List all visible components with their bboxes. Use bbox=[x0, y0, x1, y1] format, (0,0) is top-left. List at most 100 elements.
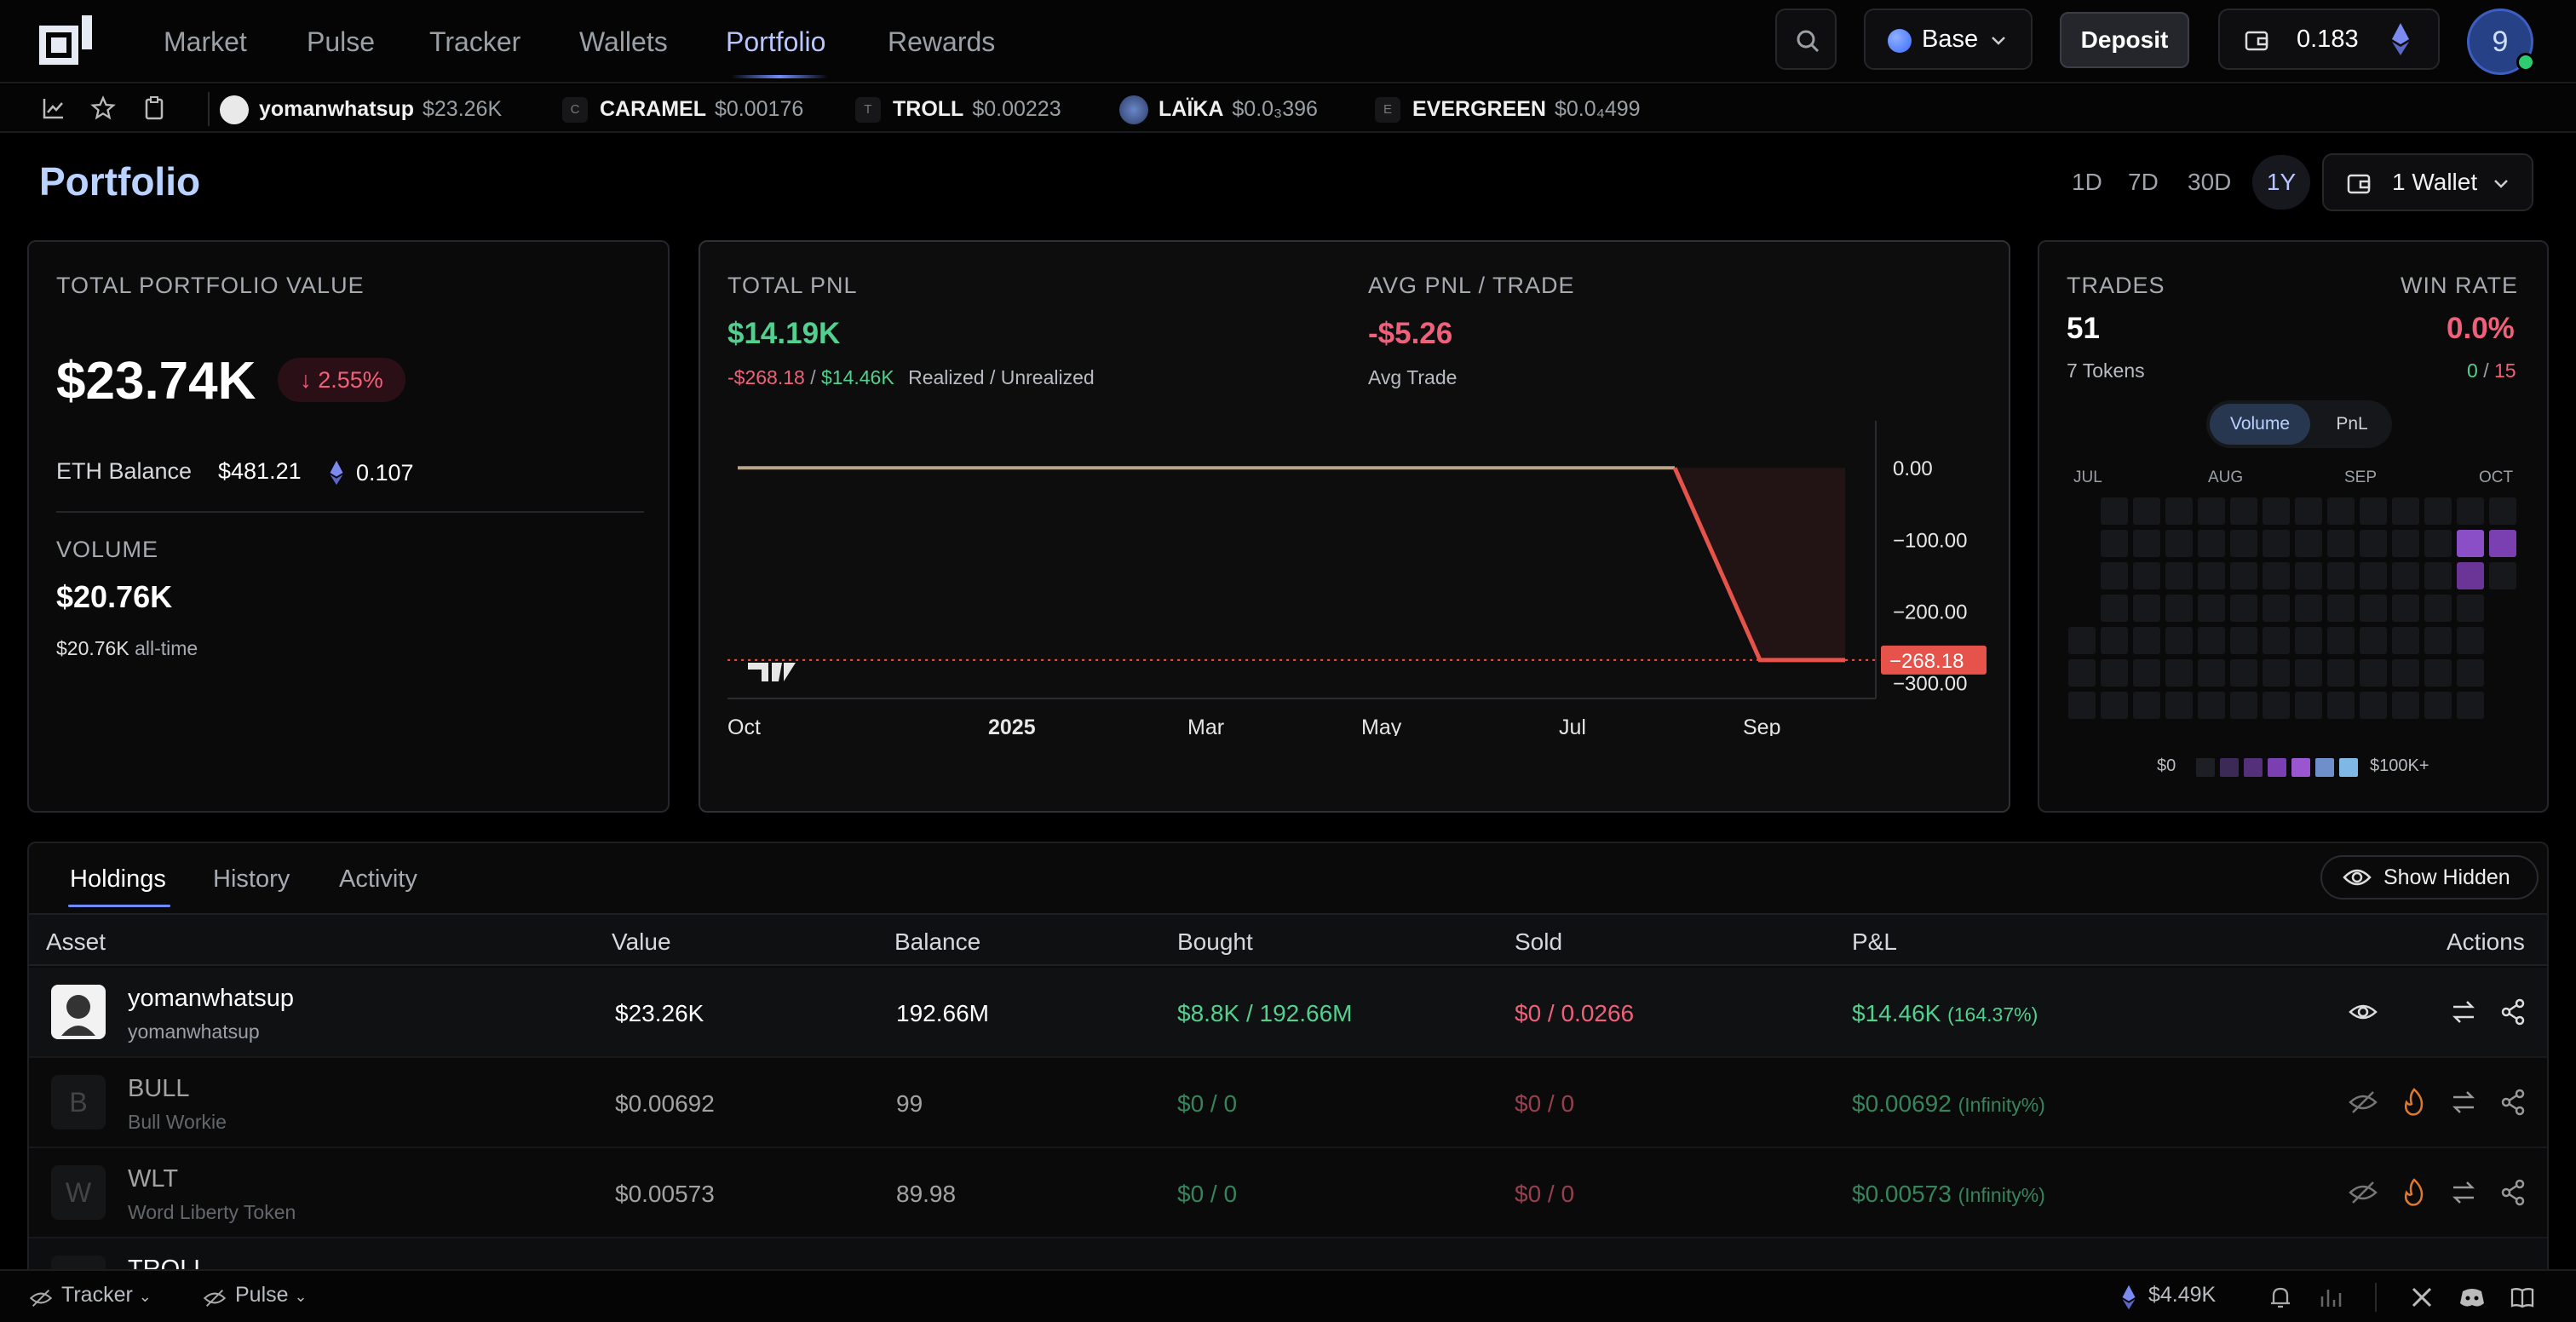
heatmap-cell bbox=[2360, 659, 2387, 687]
nav-rewards[interactable]: Rewards bbox=[888, 26, 996, 57]
bar-chart-icon[interactable] bbox=[2317, 1285, 2343, 1310]
range-7d[interactable]: 7D bbox=[2128, 169, 2159, 195]
share-icon[interactable] bbox=[2498, 997, 2528, 1027]
heatmap-cell bbox=[2133, 692, 2160, 719]
eth-icon bbox=[330, 460, 343, 486]
col-sold[interactable]: Sold bbox=[1515, 928, 1563, 955]
volume-pnl-toggle[interactable]: Volume PnL bbox=[2206, 400, 2392, 448]
nav-pulse[interactable]: Pulse bbox=[307, 26, 376, 57]
x-twitter-icon[interactable] bbox=[2409, 1285, 2435, 1310]
token-badge: E bbox=[1375, 97, 1400, 124]
ticker-item-evergreen[interactable]: E EVERGREEN $0.0₄499 bbox=[1375, 94, 1641, 124]
heatmap-cell bbox=[2457, 692, 2484, 719]
heatmap-cell bbox=[2101, 562, 2128, 589]
bell-icon[interactable] bbox=[2268, 1285, 2293, 1310]
chart-icon[interactable] bbox=[41, 95, 66, 121]
toggle-volume[interactable]: Volume bbox=[2210, 404, 2310, 445]
col-asset[interactable]: Asset bbox=[46, 928, 106, 955]
show-hidden-button[interactable]: Show Hidden bbox=[2320, 855, 2539, 900]
ticker-item-yomanwhatsup[interactable]: yomanwhatsup $23.26K bbox=[220, 94, 502, 125]
heatmap-cell bbox=[2263, 595, 2290, 622]
avg-pnl-label: AVG PNL / TRADE bbox=[1368, 273, 1575, 298]
range-1d[interactable]: 1D bbox=[2072, 169, 2102, 195]
search-button[interactable] bbox=[1775, 9, 1837, 70]
asset-name[interactable]: WLT bbox=[128, 1165, 179, 1193]
tab-activity[interactable]: Activity bbox=[339, 865, 417, 893]
token-badge: C bbox=[562, 97, 588, 124]
deposit-button[interactable]: Deposit bbox=[2060, 12, 2189, 68]
table-row[interactable]: W WLT Word Liberty Token $0.00573 89.98 … bbox=[29, 1148, 2547, 1239]
heatmap-cell bbox=[2101, 530, 2128, 557]
nav-wallets[interactable]: Wallets bbox=[579, 26, 668, 57]
asset-subname: Bull Workie bbox=[128, 1111, 227, 1133]
heatmap-cell bbox=[2101, 627, 2128, 654]
legend-swatch bbox=[2244, 758, 2263, 777]
col-balance[interactable]: Balance bbox=[894, 928, 981, 955]
tab-history[interactable]: History bbox=[213, 865, 290, 893]
ticker-item-caramel[interactable]: C CARAMEL $0.00176 bbox=[562, 94, 803, 124]
eye-off-icon[interactable] bbox=[2348, 1087, 2378, 1118]
wallet-select[interactable]: 1 Wallet bbox=[2322, 153, 2533, 211]
col-pnl[interactable]: P&L bbox=[1852, 928, 1897, 955]
bottom-pulse-toggle[interactable]: Pulse ⌄ bbox=[235, 1283, 308, 1308]
star-icon[interactable] bbox=[90, 95, 116, 121]
eth-price: $4.49K bbox=[2148, 1283, 2217, 1307]
chain-selector[interactable]: Base bbox=[1864, 9, 2033, 70]
flame-icon[interactable] bbox=[2399, 1087, 2429, 1118]
range-1y[interactable]: 1Y bbox=[2252, 155, 2310, 210]
asset-name[interactable]: BULL bbox=[128, 1075, 190, 1102]
heatmap-cell bbox=[2424, 530, 2452, 557]
table-row[interactable]: yomanwhatsup yomanwhatsup $23.26K 192.66… bbox=[29, 968, 2547, 1058]
swap-icon[interactable] bbox=[2448, 1177, 2479, 1208]
total-value: $23.74K bbox=[56, 352, 256, 411]
swap-icon[interactable] bbox=[2448, 1087, 2479, 1118]
heatmap-cell bbox=[2327, 659, 2355, 687]
wallet-select-label: 1 Wallet bbox=[2392, 169, 2478, 195]
legend-swatch bbox=[2268, 758, 2286, 777]
month-label: OCT bbox=[2479, 468, 2514, 486]
ticker-item-laika[interactable]: LAÏKA $0.0₃396 bbox=[1119, 94, 1318, 125]
col-bought[interactable]: Bought bbox=[1177, 928, 1253, 955]
swap-icon[interactable] bbox=[2448, 997, 2479, 1027]
heatmap-cell bbox=[2424, 497, 2452, 525]
wins-count: 0 bbox=[2467, 359, 2478, 382]
heatmap-cell bbox=[2424, 627, 2452, 654]
discord-icon[interactable] bbox=[2458, 1285, 2486, 1310]
bottom-tracker-toggle[interactable]: Tracker ⌄ bbox=[61, 1283, 152, 1308]
eye-icon[interactable] bbox=[2348, 997, 2378, 1027]
token-avatar bbox=[51, 985, 106, 1039]
axiom-logo[interactable] bbox=[39, 14, 99, 66]
asset-name[interactable]: yomanwhatsup bbox=[128, 985, 295, 1012]
chain-label: Base bbox=[1922, 26, 1979, 53]
trades-value: 51 bbox=[2067, 312, 2100, 345]
heatmap-cell bbox=[2198, 562, 2225, 589]
month-label: JUL bbox=[2073, 468, 2102, 486]
nav-market[interactable]: Market bbox=[164, 26, 247, 57]
chevron-down-icon: ⌄ bbox=[294, 1288, 308, 1305]
flame-icon[interactable] bbox=[2399, 1177, 2429, 1208]
bottom-tracker-label: Tracker bbox=[61, 1283, 133, 1307]
heatmap-cell bbox=[2295, 659, 2322, 687]
col-value[interactable]: Value bbox=[612, 928, 671, 955]
book-icon[interactable] bbox=[2510, 1285, 2535, 1310]
eth-balance-amount: 0.107 bbox=[356, 460, 414, 486]
toggle-pnl[interactable]: PnL bbox=[2336, 414, 2368, 434]
heatmap-cell bbox=[2101, 595, 2128, 622]
tab-holdings[interactable]: Holdings bbox=[70, 865, 166, 893]
share-icon[interactable] bbox=[2498, 1087, 2528, 1118]
nav-portfolio[interactable]: Portfolio bbox=[726, 26, 826, 57]
clipboard-icon[interactable] bbox=[141, 95, 167, 121]
heatmap-cell bbox=[2165, 659, 2193, 687]
heatmap-cell bbox=[2230, 659, 2257, 687]
wallet-balance-button[interactable]: 0.183 bbox=[2218, 9, 2440, 70]
nav-tracker[interactable]: Tracker bbox=[429, 26, 521, 57]
pnl-chart[interactable]: 0.00 −100.00 −200.00 −300.00−268.18 Oct 2025 M… bbox=[700, 412, 2012, 736]
eth-icon bbox=[2392, 23, 2409, 55]
avg-pnl-value: -$5.26 bbox=[1368, 317, 1453, 350]
share-icon[interactable] bbox=[2498, 1177, 2528, 1208]
table-row[interactable]: B BULL Bull Workie $0.00692 99 $0 / 0 $0… bbox=[29, 1058, 2547, 1148]
range-30d[interactable]: 30D bbox=[2188, 169, 2232, 195]
ticker-item-troll[interactable]: T TROLL $0.00223 bbox=[855, 94, 1061, 124]
heatmap-cell bbox=[2295, 562, 2322, 589]
eye-off-icon[interactable] bbox=[2348, 1177, 2378, 1208]
